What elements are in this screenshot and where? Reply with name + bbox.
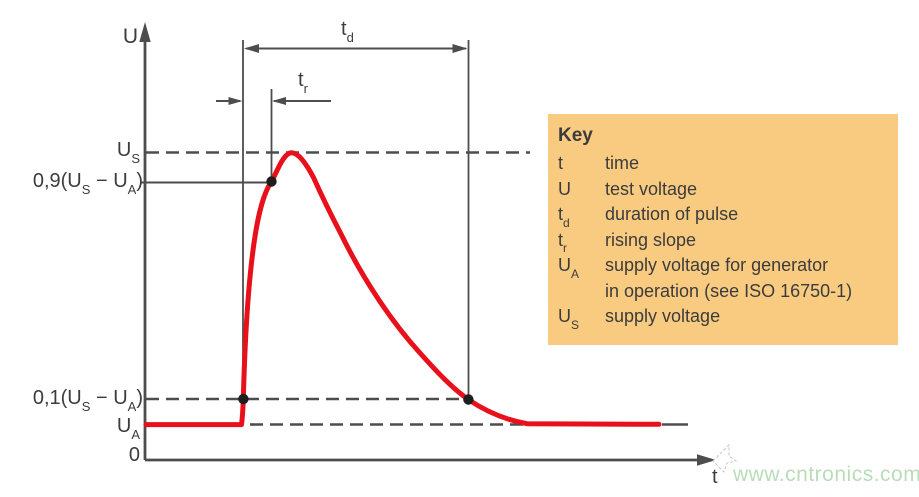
tr-left-arrow-icon <box>228 97 243 105</box>
x-axis <box>145 454 716 466</box>
key-desc-time: time <box>605 153 640 173</box>
td-left-arrow-icon <box>244 44 259 53</box>
key-desc-test-voltage: test voltage <box>605 178 698 199</box>
tr-dimension-label: tr <box>298 69 308 96</box>
origin-label: 0 <box>128 444 140 466</box>
td-dimension <box>244 44 468 53</box>
l01-falling-crossing-dot <box>463 394 474 405</box>
key-desc-supply-voltage: supply voltage <box>605 306 721 326</box>
us-base-text: U <box>116 139 132 161</box>
ua-base-text: U <box>116 415 132 437</box>
y-axis-label-text: U <box>122 25 138 48</box>
key-symbol-ua: UA <box>558 255 580 281</box>
td-dimension-label: td <box>341 18 354 45</box>
key-row-duration: td duration of pulse <box>558 202 888 230</box>
key-symbol-t: t <box>558 153 564 173</box>
ua-sub-text: A <box>131 427 140 442</box>
x-axis-label: t <box>712 466 718 488</box>
key-symbol-tr: tr <box>558 229 568 256</box>
us-sub-text: S <box>131 151 140 166</box>
y-axis <box>139 22 151 460</box>
l01-level-label: 0,1(US − UA) <box>32 387 143 414</box>
pulse-curve <box>143 150 662 428</box>
key-desc-duration: duration of pulse <box>605 204 739 224</box>
tr-right-arrow-icon <box>272 97 286 105</box>
l01-rising-crossing-dot <box>238 393 249 405</box>
l09-crossing-dot <box>266 176 277 187</box>
td-right-arrow-icon <box>452 44 468 53</box>
key-title: Key <box>558 125 593 146</box>
key-desc-supply-voltage-generator: supply voltage for generator in operatio… <box>605 255 853 301</box>
y-axis-label: U <box>123 25 138 48</box>
us-level-label: US <box>116 139 140 165</box>
key-row-test-voltage: U test voltage <box>558 177 888 203</box>
tr-dimension <box>216 97 331 105</box>
key-legend: Key t time U test voltage td duration of… <box>548 114 898 345</box>
y-axis-arrow-icon <box>139 22 151 42</box>
watermark: www.cntronics.com <box>733 463 919 486</box>
key-row-rising-slope: tr rising slope <box>558 228 888 256</box>
key-symbol-us: US <box>558 306 580 332</box>
key-desc-rising-slope: rising slope <box>605 229 697 250</box>
key-row-supply-voltage: US supply voltage <box>558 304 888 332</box>
x-axis-arrow-icon <box>697 454 716 466</box>
l09-level-label: 0,9(US − UA) <box>32 170 143 197</box>
ua-level-label: UA <box>116 415 140 441</box>
key-row-time: t time <box>558 151 888 177</box>
key-symbol-u: U <box>558 178 571 199</box>
key-row-supply-voltage-generator: UA supply voltage for generator in opera… <box>558 253 888 304</box>
key-symbol-td: td <box>558 204 570 230</box>
cursor-artifact-icon <box>712 443 738 473</box>
